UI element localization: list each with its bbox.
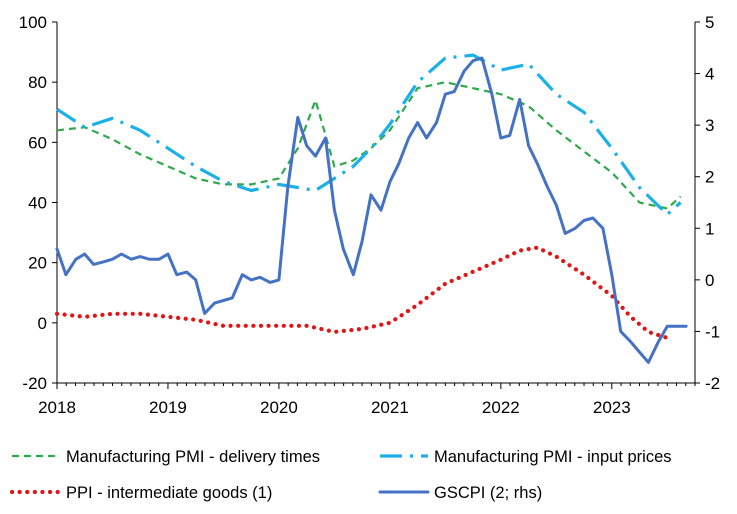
x-axis-tick-label: 2019 xyxy=(149,398,187,417)
series-layer xyxy=(54,53,688,364)
left-axis-tick-label: 0 xyxy=(38,314,47,333)
left-axis-tick-label: 100 xyxy=(19,13,47,32)
right-axis-tick-label: 4 xyxy=(705,65,714,84)
legend-ppi-intermediate: PPI - intermediate goods (1) xyxy=(9,484,272,502)
input-prices-line xyxy=(56,53,682,217)
axes-layer: -20 0 20 40 60 80 100 -2 -1 0 1 2 3 4 5 2018 2019 2020 202… xyxy=(19,13,721,417)
x-axis-tick-label: 2022 xyxy=(482,398,520,417)
delivery-times-line xyxy=(56,81,682,210)
left-axis-tick-label: 40 xyxy=(28,194,47,213)
left-axis-tick-label: 60 xyxy=(28,133,47,152)
right-axis-tick-label: 2 xyxy=(705,168,714,187)
legend-delivery-times: Manufacturing PMI - delivery times xyxy=(12,448,320,466)
right-axis-tick-label: 5 xyxy=(705,13,714,32)
right-axis-tick-label: 0 xyxy=(705,271,714,290)
x-axis-tick-label: 2023 xyxy=(593,398,631,417)
right-axis-tick-label: -2 xyxy=(705,374,720,393)
right-axis-tick-label: 3 xyxy=(705,116,714,135)
legend-label: GSCPI (2; rhs) xyxy=(434,484,542,502)
right-axis-tick-label: -1 xyxy=(705,322,720,341)
x-axis-tick-label: 2020 xyxy=(260,398,298,417)
legend-input-prices: Manufacturing PMI - input prices xyxy=(380,448,672,466)
right-axis-tick-label: 1 xyxy=(705,219,714,238)
legend-label: PPI - intermediate goods (1) xyxy=(66,484,272,502)
legend: Manufacturing PMI - delivery times Manufa… xyxy=(9,448,672,502)
legend-gscpi: GSCPI (2; rhs) xyxy=(378,484,542,502)
x-axis-tick-label: 2021 xyxy=(371,398,409,417)
legend-label: Manufacturing PMI - input prices xyxy=(434,448,672,466)
left-axis-tick-label: 80 xyxy=(28,73,47,92)
gscpi-line xyxy=(55,56,688,364)
x-axis-tick-label: 2018 xyxy=(38,398,76,417)
ppi-intermediate-line xyxy=(54,245,670,340)
left-axis-tick-label: 20 xyxy=(28,254,47,273)
legend-label: Manufacturing PMI - delivery times xyxy=(66,448,320,466)
left-axis-tick-label: -20 xyxy=(22,374,47,393)
